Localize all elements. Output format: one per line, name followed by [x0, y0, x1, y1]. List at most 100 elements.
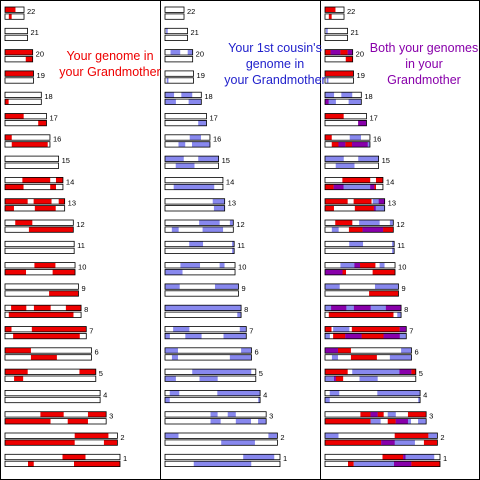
inherited-segment-self	[325, 198, 348, 205]
inherited-segment-cousin	[171, 226, 179, 233]
inherited-segment-cousin	[181, 92, 193, 98]
inherited-segment-cousin	[199, 376, 218, 382]
inherited-segment-cousin	[373, 205, 385, 211]
inherited-segment-cousin	[170, 49, 181, 55]
chromosome-outline	[324, 162, 380, 169]
chromosome-bar	[5, 77, 34, 84]
chromosome-outline	[164, 418, 267, 425]
inherited-segment-self	[325, 134, 332, 141]
inherited-segment-shared	[370, 411, 378, 418]
inherited-segment-self	[50, 184, 56, 190]
chromosome-bar	[5, 461, 120, 467]
inherited-segment-cousin	[326, 77, 329, 84]
chromosome-outline	[324, 240, 395, 248]
chromosome-outline	[324, 326, 407, 333]
inherited-segment-cousin	[165, 347, 178, 354]
chromosome-outline	[164, 6, 185, 13]
inherited-segment-cousin	[187, 49, 193, 55]
inherited-segment-self	[375, 177, 383, 183]
inherited-segment-self	[353, 198, 372, 205]
chromosome-outline	[4, 347, 92, 354]
inherited-segment-cousin	[326, 28, 328, 34]
chromosome-bar	[5, 390, 101, 396]
chromosome-outline	[164, 432, 278, 439]
inherited-segment-shared	[358, 120, 367, 126]
chromosome-label: 14	[226, 177, 234, 186]
chromosome-bar	[5, 248, 75, 254]
inherited-segment-self	[333, 333, 400, 339]
inherited-segment-self	[33, 198, 52, 205]
inherited-segment-self	[335, 220, 353, 226]
inherited-segment-cousin	[214, 283, 239, 290]
chromosome-outline	[324, 262, 396, 269]
chromosome-label: 7	[89, 326, 93, 335]
chromosome-outline	[164, 290, 239, 297]
chromosome-outline	[164, 219, 234, 226]
chromosome-label: 1	[443, 454, 447, 463]
chromosome-bar	[5, 433, 118, 439]
chromosome-bar	[5, 369, 96, 375]
chromosome-bar	[165, 354, 252, 361]
chromosome-outline	[164, 226, 234, 233]
chromosome-bar	[165, 156, 219, 162]
inherited-segment-self	[40, 411, 64, 418]
inherited-segment-shared	[378, 198, 385, 205]
inherited-segment-cousin	[166, 77, 169, 84]
inherited-segment-self	[31, 326, 87, 332]
inherited-segment-self	[325, 369, 348, 375]
chromosome-outline	[4, 155, 60, 162]
chromosome-outline	[4, 240, 75, 248]
inherited-segment-cousin	[359, 376, 378, 382]
inherited-segment-self	[5, 269, 27, 275]
inherited-segment-self	[331, 141, 368, 148]
chromosome-outline	[164, 326, 247, 333]
chromosome-outline	[324, 91, 362, 98]
chromosome-label: 18	[44, 92, 52, 101]
chromosome-bar	[5, 92, 42, 98]
chromosome-label: 13	[68, 199, 76, 208]
chromosome-outline	[164, 269, 236, 276]
chromosome-label: 3	[109, 412, 113, 421]
inherited-segment-cousin	[189, 134, 201, 141]
inherited-segment-self	[325, 205, 334, 211]
chromosome-bar	[5, 56, 33, 62]
chromosome-outline	[164, 77, 194, 84]
inherited-segment-cousin	[198, 120, 207, 126]
chromosome-outline	[4, 453, 121, 461]
chromosome-label: 10	[238, 263, 246, 272]
chromosome-outline	[164, 141, 211, 148]
inherited-segment-shared	[330, 49, 341, 55]
inherited-segment-shared	[385, 305, 402, 311]
chromosome-outline	[4, 34, 28, 42]
chromosome-outline	[4, 70, 34, 77]
chromosome-outline	[4, 219, 74, 226]
chromosome-bar	[5, 99, 42, 105]
inherited-segment-cousin	[418, 397, 421, 403]
inherited-segment-cousin	[341, 92, 353, 98]
chromosome-outline	[324, 304, 402, 312]
inherited-segment-cousin	[428, 433, 438, 439]
inherited-segment-cousin	[370, 418, 381, 424]
inherited-segment-cousin	[232, 248, 235, 254]
panel-title-self: Your genome in your Grandmother	[59, 49, 161, 79]
chromosome-outline	[164, 49, 194, 56]
inherited-segment-cousin	[232, 241, 235, 247]
inherited-segment-cousin	[165, 156, 184, 162]
inherited-segment-shared	[338, 141, 346, 148]
chromosome-label: 11	[397, 241, 405, 250]
chromosome-outline	[324, 290, 399, 297]
inherited-segment-self	[325, 7, 336, 13]
chromosome-bar	[325, 28, 348, 34]
chromosome-bar	[165, 77, 194, 84]
chromosome-outline	[164, 27, 188, 35]
chromosome-label: 7	[249, 326, 253, 335]
chromosome-bar	[5, 241, 75, 247]
inherited-segment-cousin	[188, 99, 202, 105]
inherited-segment-self	[33, 305, 51, 311]
chromosome-label: 21	[350, 28, 358, 37]
inherited-segment-shared	[345, 333, 362, 339]
inherited-segment-self	[328, 312, 394, 318]
chromosome-outline	[164, 134, 211, 141]
chromosome-bar	[165, 326, 247, 332]
chromosome-outline	[4, 368, 97, 375]
